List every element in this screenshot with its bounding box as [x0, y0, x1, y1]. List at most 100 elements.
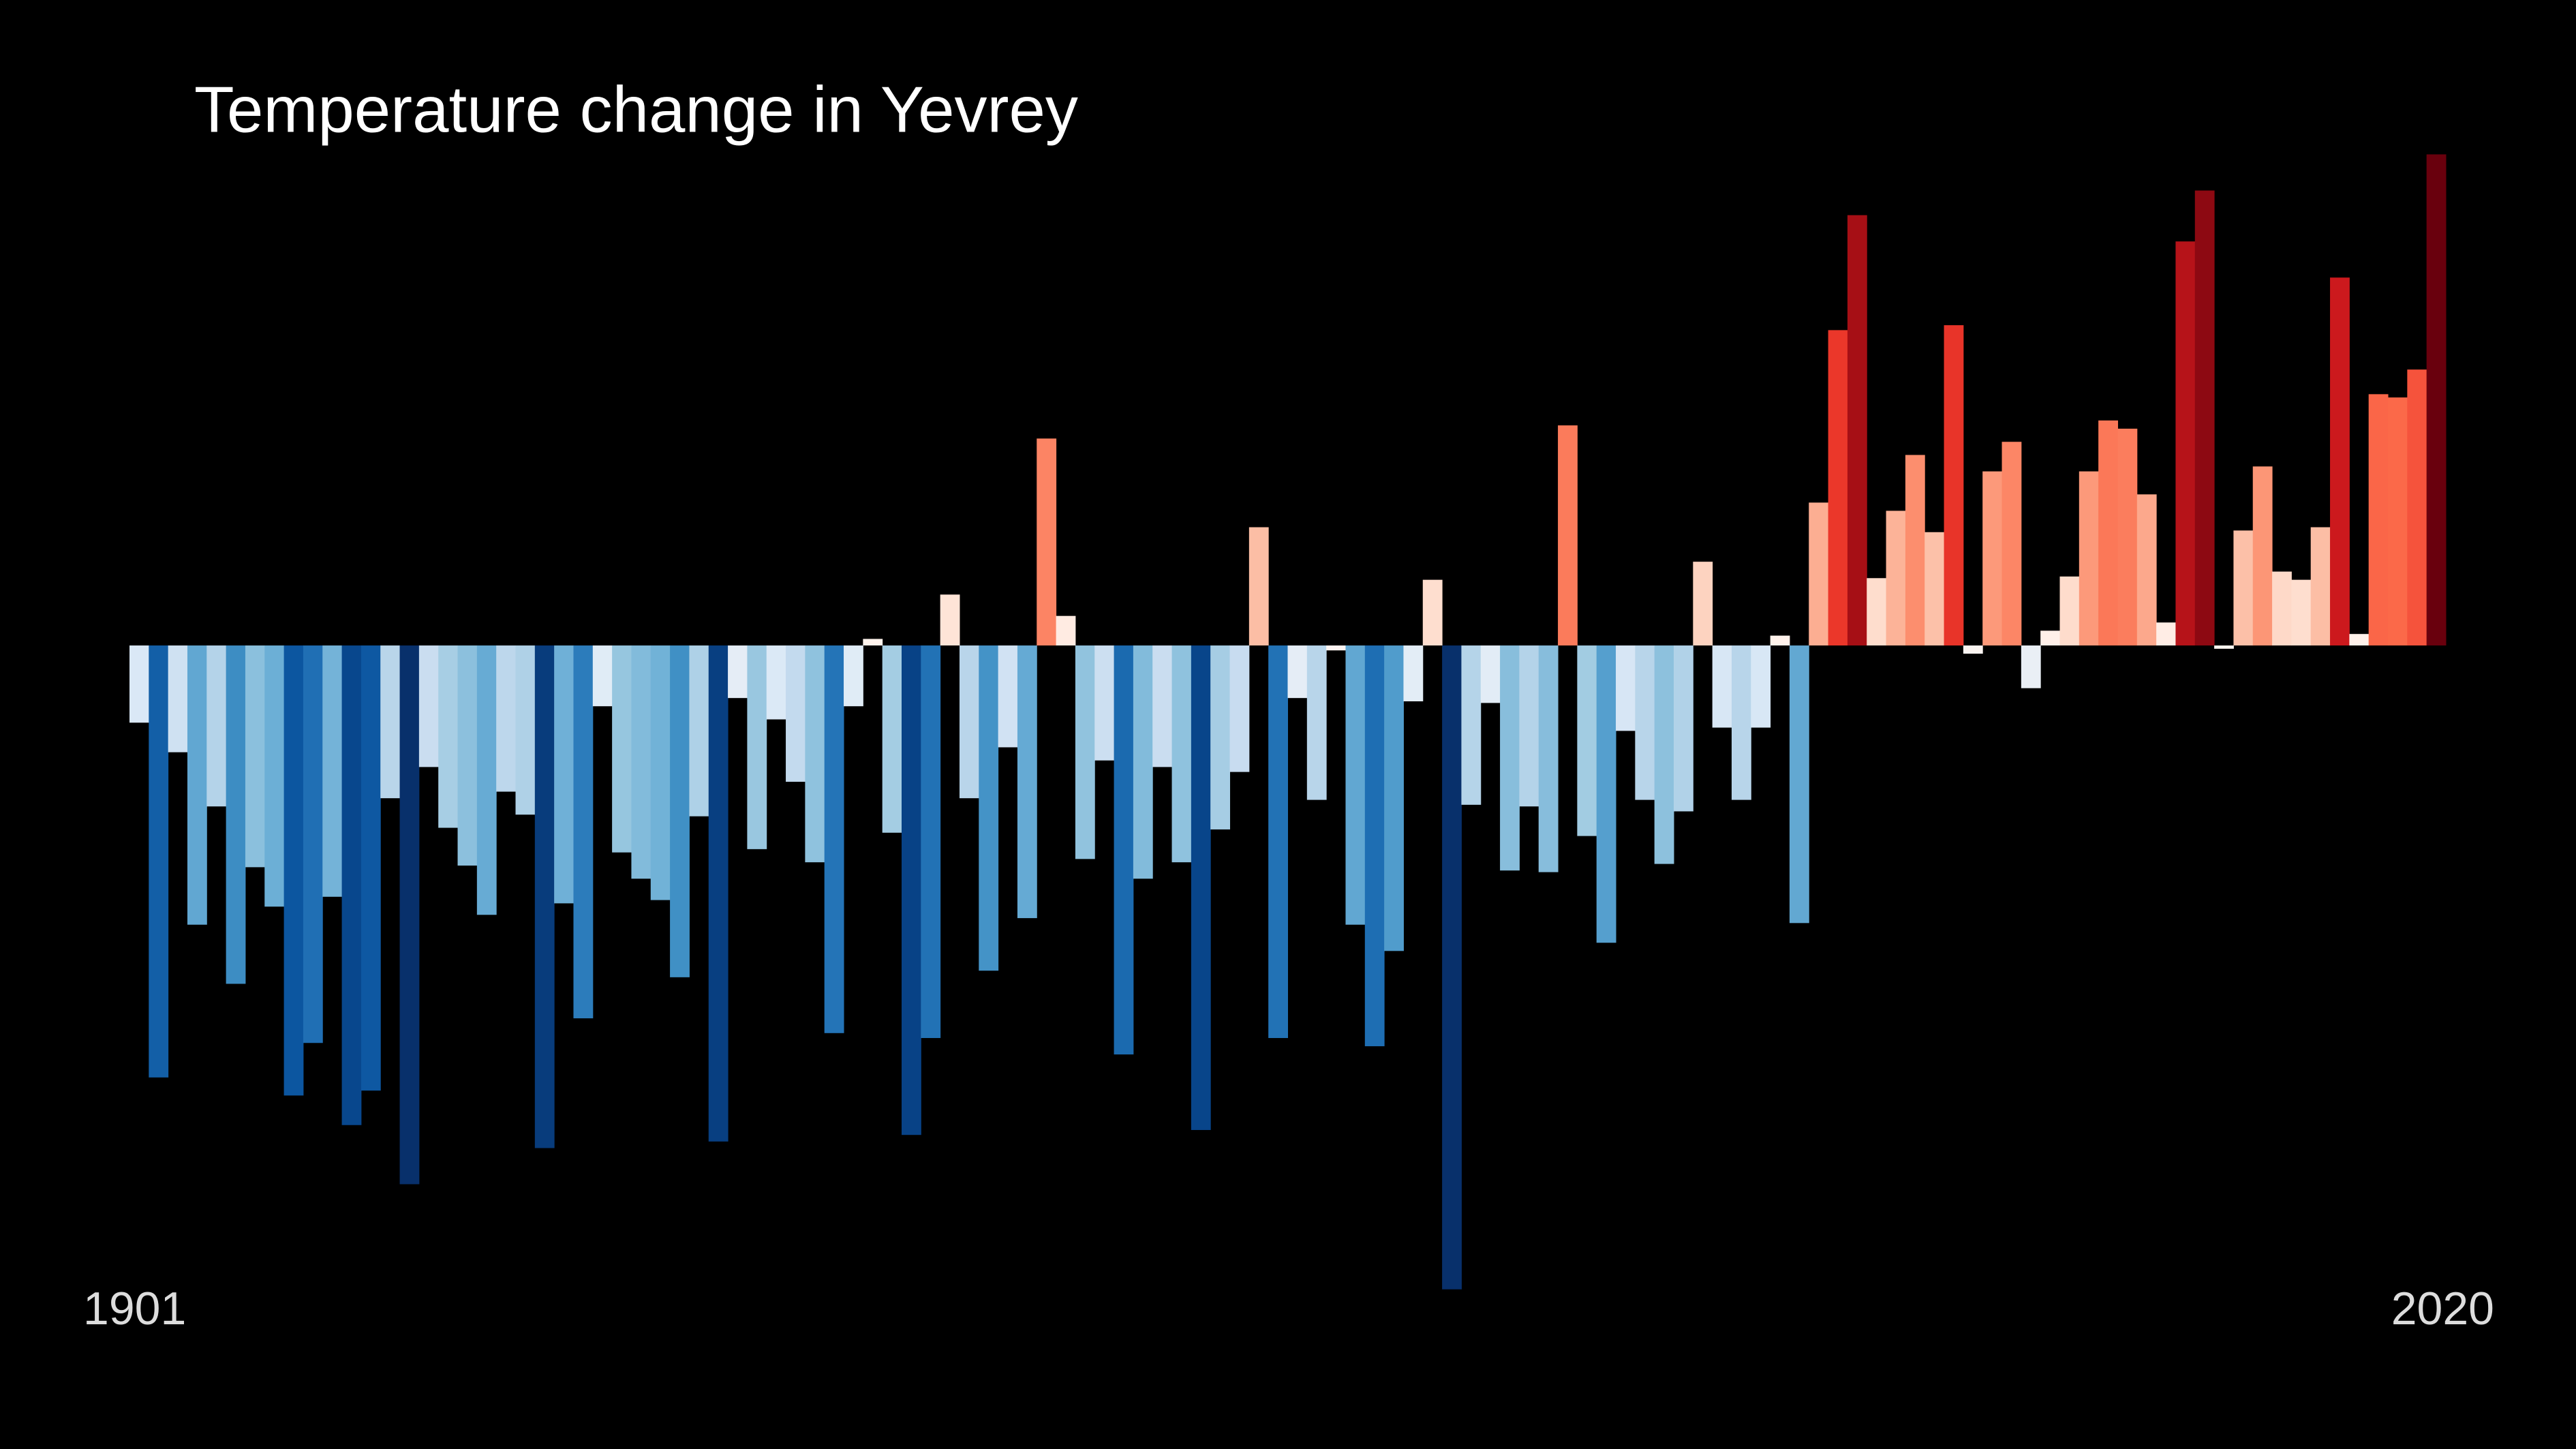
- bar: [998, 645, 1018, 748]
- bar: [1596, 645, 1616, 943]
- bar: [438, 645, 459, 828]
- bar: [2079, 471, 2099, 646]
- bar: [1905, 455, 1925, 646]
- bar: [2098, 420, 2118, 646]
- bar: [728, 645, 748, 699]
- bar: [129, 645, 149, 723]
- bar: [1248, 527, 1269, 646]
- bar: [418, 645, 439, 767]
- bar: [476, 645, 497, 915]
- bar: [1886, 510, 1906, 646]
- bar: [1847, 215, 1867, 646]
- bar: [747, 645, 767, 849]
- bar: [1152, 645, 1173, 767]
- bar: [1654, 645, 1674, 864]
- bar: [1674, 645, 1693, 812]
- bar: [2330, 277, 2350, 646]
- bar: [573, 645, 594, 1019]
- bar: [882, 645, 902, 833]
- bar: [1075, 645, 1095, 859]
- bar: [496, 645, 516, 792]
- bar: [322, 645, 343, 897]
- bar: [1770, 635, 1790, 646]
- bar: [149, 645, 169, 1078]
- x-tick-label: 2020: [2391, 1283, 2494, 1334]
- bar: [844, 645, 863, 707]
- bar: [1384, 645, 1404, 951]
- bar: [1480, 645, 1501, 703]
- bar: [1558, 425, 1578, 646]
- bar: [361, 645, 381, 1091]
- bar: [380, 645, 401, 799]
- bar: [283, 645, 304, 1096]
- bar: [2117, 428, 2138, 646]
- bar: [1500, 645, 1520, 871]
- bar: [1538, 645, 1559, 872]
- bar: [650, 645, 671, 900]
- bar: [1364, 645, 1385, 1047]
- x-tick-label: 1901: [83, 1283, 186, 1334]
- bar: [1094, 645, 1115, 761]
- bar: [2368, 394, 2389, 646]
- bar: [1751, 645, 1771, 728]
- bar: [1982, 471, 2003, 646]
- bar: [1268, 645, 1288, 1039]
- bar: [303, 645, 323, 1043]
- bar: [1114, 645, 1134, 1055]
- bar: [1944, 325, 1964, 646]
- bar: [1229, 645, 1250, 772]
- bar: [2252, 466, 2273, 646]
- bar: [2059, 576, 2080, 646]
- bar: [341, 645, 362, 1125]
- bar: [1403, 645, 1424, 701]
- bar: [1171, 645, 1192, 863]
- bar: [592, 645, 613, 707]
- chart-title: Temperature change in Yevrey: [194, 73, 1078, 146]
- bar: [959, 645, 979, 799]
- bar: [554, 645, 574, 904]
- bar: [1963, 645, 1983, 654]
- bar: [766, 645, 786, 720]
- bar: [206, 645, 227, 807]
- bar: [2388, 397, 2408, 646]
- bar: [2194, 190, 2215, 646]
- bar: [399, 645, 420, 1185]
- bar: [1731, 645, 1751, 800]
- bar: [1017, 645, 1037, 919]
- bar: [1577, 645, 1597, 836]
- bar: [1345, 645, 1366, 925]
- bar: [1867, 578, 1887, 646]
- bar: [1712, 645, 1732, 728]
- bar: [457, 645, 478, 866]
- bar: [824, 645, 844, 1033]
- bar: [786, 645, 806, 782]
- bar: [515, 645, 536, 815]
- bar: [1809, 502, 1829, 646]
- bar: [1422, 579, 1443, 646]
- bar: [1616, 645, 1636, 731]
- bar: [979, 645, 999, 971]
- bar: [708, 645, 729, 1142]
- bar: [2214, 645, 2234, 649]
- bar: [534, 645, 555, 1148]
- bar: [1287, 645, 1308, 699]
- bar: [921, 645, 941, 1039]
- bar: [2021, 645, 2041, 688]
- bar: [902, 645, 921, 1135]
- bar: [1133, 645, 1153, 879]
- bar: [2407, 369, 2427, 646]
- bar: [2426, 154, 2447, 646]
- bar: [2002, 442, 2022, 646]
- bar: [670, 645, 690, 977]
- bar: [2272, 571, 2292, 646]
- bar: [2349, 634, 2370, 646]
- bar: [1326, 645, 1346, 651]
- bar: [2175, 241, 2196, 646]
- bar: [264, 645, 285, 907]
- bar: [2136, 494, 2157, 646]
- bar: [863, 639, 883, 646]
- bar: [226, 645, 246, 984]
- bar: [187, 645, 207, 925]
- bar: [2040, 630, 2060, 646]
